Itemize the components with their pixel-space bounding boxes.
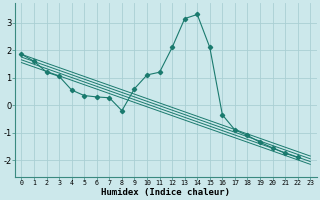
X-axis label: Humidex (Indice chaleur): Humidex (Indice chaleur) — [101, 188, 230, 197]
